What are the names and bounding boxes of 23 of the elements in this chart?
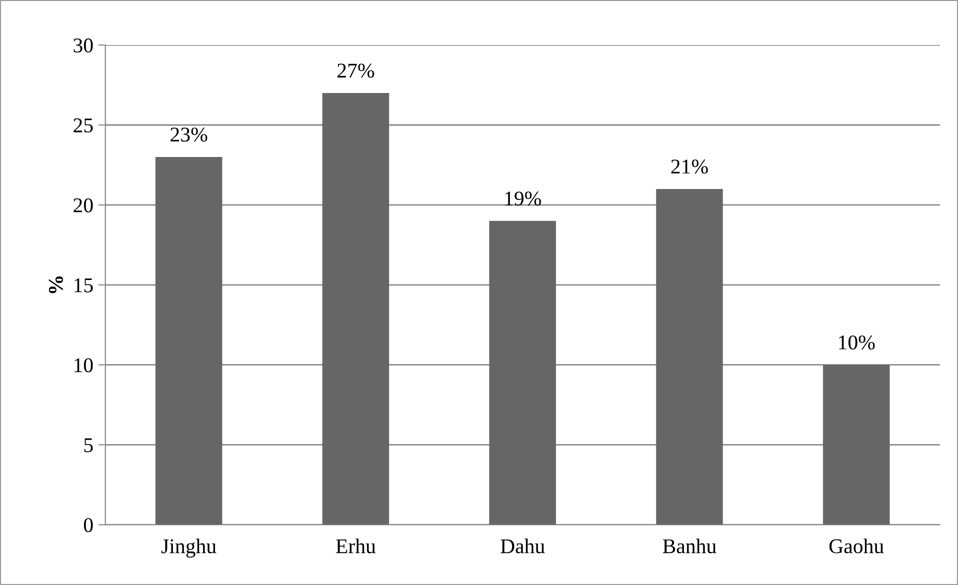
data-label: 21% xyxy=(671,160,708,174)
data-label: 23% xyxy=(170,128,208,142)
bar xyxy=(489,220,556,525)
y-tick-label: 0 xyxy=(84,518,93,532)
y-axis-title: % xyxy=(48,276,64,294)
data-label: 10% xyxy=(839,335,875,350)
y-tick-label: 30 xyxy=(74,38,93,52)
bar xyxy=(656,188,723,525)
y-tick-label: 5 xyxy=(84,438,93,452)
bar xyxy=(322,93,390,525)
data-label: 27% xyxy=(338,64,374,78)
x-tick-label: Erhu xyxy=(336,538,376,554)
x-tick-label: Banhu xyxy=(662,538,716,554)
x-tick-label: Gaohu xyxy=(829,538,884,554)
y-tick-label: 25 xyxy=(74,118,93,132)
x-tick-label: Dahu xyxy=(500,538,545,554)
y-tick-label: 20 xyxy=(74,198,93,212)
y-tick-label: 10 xyxy=(74,358,93,372)
bar xyxy=(155,156,222,525)
bar xyxy=(822,364,890,525)
x-tick-label: Jinghu xyxy=(161,538,216,558)
y-tick-label: 15 xyxy=(74,278,93,292)
data-label: 19% xyxy=(505,192,541,206)
